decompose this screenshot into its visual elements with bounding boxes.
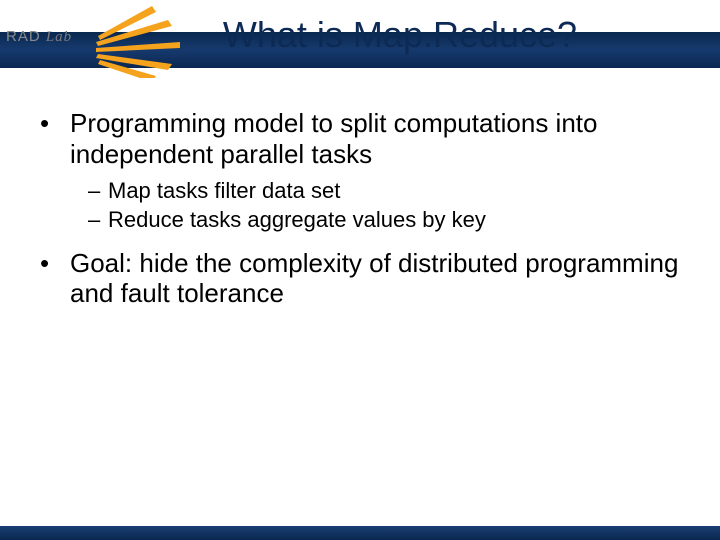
- bullet-item: • Programming model to split computation…: [40, 108, 680, 169]
- bullet-item: • Goal: hide the complexity of distribut…: [40, 248, 680, 309]
- sub-bullet-item: – Map tasks filter data set: [88, 177, 680, 205]
- footer-band: [0, 526, 720, 540]
- slide-title: What is Map.Reduce?: [0, 14, 720, 56]
- dash-icon: –: [88, 177, 108, 205]
- content-area: • Programming model to split computation…: [40, 108, 680, 317]
- sub-bullet-group: – Map tasks filter data set – Reduce tas…: [88, 177, 680, 233]
- bullet-dot-icon: •: [40, 108, 70, 169]
- dash-icon: –: [88, 206, 108, 234]
- sub-bullet-text: Map tasks filter data set: [108, 177, 340, 205]
- bullet-text: Goal: hide the complexity of distributed…: [70, 248, 680, 309]
- bullet-text: Programming model to split computations …: [70, 108, 680, 169]
- sub-bullet-item: – Reduce tasks aggregate values by key: [88, 206, 680, 234]
- bullet-dot-icon: •: [40, 248, 70, 309]
- sub-bullet-text: Reduce tasks aggregate values by key: [108, 206, 486, 234]
